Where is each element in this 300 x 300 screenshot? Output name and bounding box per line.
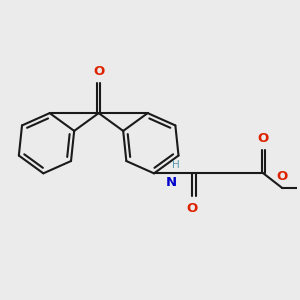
Text: N: N (165, 176, 176, 189)
Text: H: H (172, 160, 179, 170)
Text: O: O (277, 170, 288, 183)
Text: O: O (93, 65, 104, 78)
Text: O: O (258, 132, 269, 145)
Text: O: O (186, 202, 197, 214)
